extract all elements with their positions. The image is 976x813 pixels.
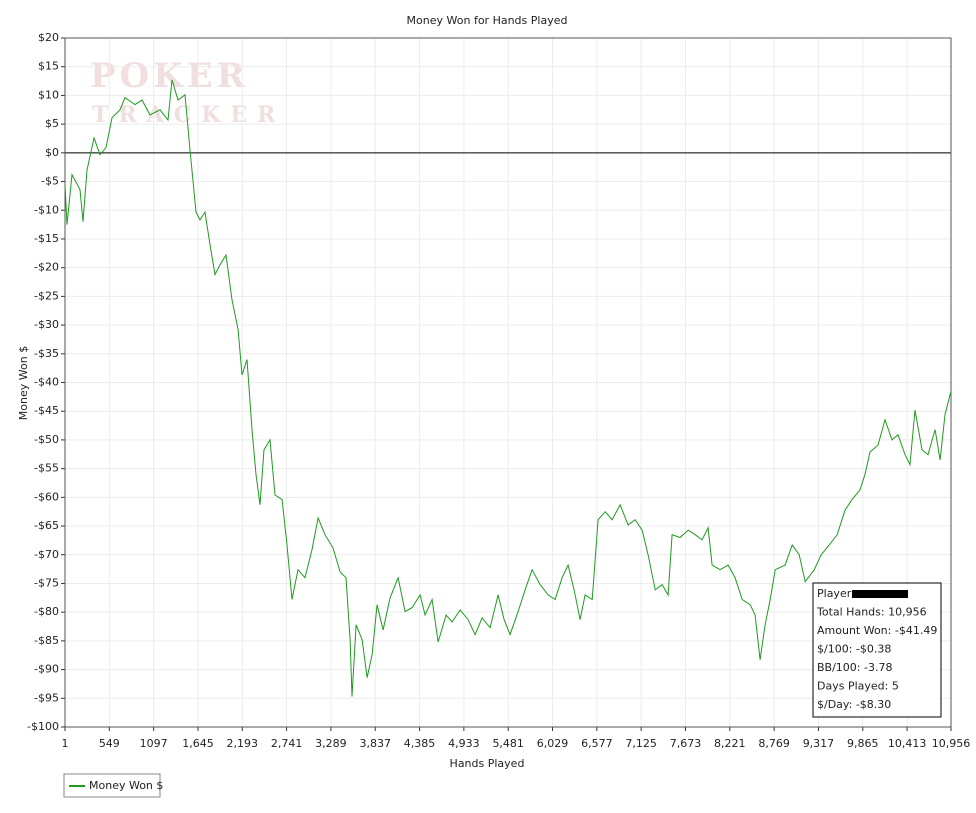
x-axis-label: Hands Played bbox=[450, 757, 525, 770]
y-tick-label: -$15 bbox=[34, 232, 59, 245]
y-tick-label: -$10 bbox=[34, 203, 59, 216]
stats-line: Total Hands: 10,956 bbox=[816, 606, 927, 619]
chart-title: Money Won for Hands Played bbox=[407, 14, 568, 27]
y-axis-label: Money Won $ bbox=[17, 346, 30, 420]
x-tick-label: 7,125 bbox=[625, 737, 657, 750]
y-tick-label: $20 bbox=[38, 31, 59, 44]
stats-line: Days Played: 5 bbox=[817, 680, 899, 693]
stats-line: BB/100: -3.78 bbox=[817, 661, 892, 674]
x-tick-label: 4,385 bbox=[404, 737, 436, 750]
y-tick-label: $10 bbox=[38, 88, 59, 101]
x-tick-label: 8,221 bbox=[714, 737, 746, 750]
legend-box bbox=[63, 773, 161, 798]
y-tick-label: -$95 bbox=[34, 691, 59, 704]
y-tick-label: -$75 bbox=[34, 576, 59, 589]
x-tick-label: 3,289 bbox=[315, 737, 347, 750]
x-tick-label: 7,673 bbox=[670, 737, 702, 750]
x-tick-label: 6,577 bbox=[581, 737, 613, 750]
x-tick-label: 549 bbox=[99, 737, 120, 750]
x-tick-label: 3,837 bbox=[359, 737, 391, 750]
x-tick-label: 4,933 bbox=[448, 737, 480, 750]
x-tick-label: 10,413 bbox=[888, 737, 927, 750]
x-tick-label: 6,029 bbox=[537, 737, 569, 750]
data-line bbox=[64, 79, 952, 697]
x-tick-label: 10,956 bbox=[932, 737, 971, 750]
y-tick-label: -$30 bbox=[34, 318, 59, 331]
stats-line: Amount Won: -$41.49 bbox=[817, 624, 937, 637]
stats-line: $/Day: -$8.30 bbox=[817, 698, 891, 711]
stats-box bbox=[812, 582, 942, 718]
redaction bbox=[852, 590, 908, 598]
y-tick-label: -$45 bbox=[34, 404, 59, 417]
x-tick-label: 1,645 bbox=[182, 737, 214, 750]
y-tick-label: -$65 bbox=[34, 519, 59, 532]
y-tick-label: -$35 bbox=[34, 347, 59, 360]
y-tick-label: -$50 bbox=[34, 433, 59, 446]
x-tick-label: 9,317 bbox=[803, 737, 835, 750]
x-tick-label: 1097 bbox=[140, 737, 168, 750]
y-tick-label: -$90 bbox=[34, 663, 59, 676]
stats-line: Player: bbox=[817, 587, 855, 600]
y-tick-label: $15 bbox=[38, 60, 59, 73]
y-tick-label: -$20 bbox=[34, 261, 59, 274]
stats-line: $/100: -$0.38 bbox=[817, 643, 891, 656]
x-tick-label: 1 bbox=[62, 737, 69, 750]
y-tick-label: -$100 bbox=[27, 720, 59, 733]
watermark: POKER bbox=[90, 56, 249, 96]
y-tick-label: -$80 bbox=[34, 605, 59, 618]
x-tick-label: 2,741 bbox=[271, 737, 303, 750]
x-tick-label: 2,193 bbox=[227, 737, 259, 750]
y-tick-label: -$25 bbox=[34, 289, 59, 302]
legend-label: Money Won $ bbox=[89, 779, 163, 792]
y-tick-label: -$60 bbox=[34, 490, 59, 503]
x-tick-label: 9,865 bbox=[847, 737, 879, 750]
y-tick-label: -$70 bbox=[34, 548, 59, 561]
y-tick-label: $5 bbox=[45, 117, 59, 130]
y-tick-label: -$55 bbox=[34, 462, 59, 475]
y-tick-label: -$40 bbox=[34, 376, 59, 389]
y-tick-label: -$85 bbox=[34, 634, 59, 647]
y-tick-label: -$5 bbox=[41, 175, 59, 188]
x-tick-label: 5,481 bbox=[492, 737, 524, 750]
plot-frame bbox=[64, 37, 952, 728]
y-tick-label: $0 bbox=[45, 146, 59, 159]
x-tick-label: 8,769 bbox=[758, 737, 790, 750]
